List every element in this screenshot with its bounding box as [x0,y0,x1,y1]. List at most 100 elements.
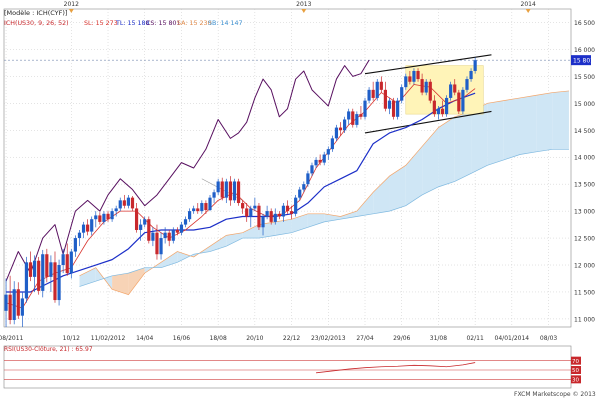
rsi-label: RSI(US30-Clôture, 21) : 65.97 [4,346,93,353]
rsi-level-label: 30 [572,378,579,384]
candle-body [12,289,16,320]
candle-body [375,81,379,98]
candle-body [151,232,155,241]
candle-body [200,203,204,212]
cloud-segment [291,213,308,233]
candle-body [453,84,457,93]
year-marker-icon [525,9,531,13]
cloud-segment [520,95,537,155]
candle-body [338,127,343,131]
candle-body [236,181,241,204]
candle-body [245,208,249,217]
candle-body [32,260,37,277]
candle-body [306,173,310,185]
candle-body [428,81,432,101]
cloud-segment [112,273,129,295]
candle-body [65,254,69,274]
candle-body [396,100,400,117]
x-tick-label: 20/10 [246,335,263,342]
candle-body [347,111,351,120]
legend-cs: CS: 15 801 [146,20,181,27]
candle-body [167,232,171,241]
cloud-segment [79,267,96,287]
candle-body [457,92,461,112]
rsi-panel: 70 50 30 [3,345,581,389]
candle-body [224,181,228,198]
candle-body [432,100,436,115]
x-tick-label: 22/12 [283,335,300,342]
candlesticks [4,57,477,327]
candle-body [241,203,245,209]
candle-body [90,219,94,232]
candle-body [37,260,41,291]
candle-body [294,197,298,214]
cloud-segment [422,127,439,195]
candle-body [363,100,367,117]
candle-body [122,200,126,206]
cloud-segment [177,251,194,263]
candle-body [289,211,294,214]
rsi-level-label: 50 [572,368,579,374]
y-tick-label: 14 500 [574,128,595,135]
candle-body [28,262,33,277]
candle-body [106,213,110,220]
candle-body [424,81,428,93]
cloud-segment [487,100,504,166]
candle-body [102,213,106,222]
legend-tl: TL: 15 188 [115,20,150,27]
candle-body [179,224,184,233]
candle-body [436,108,441,115]
candle-body [253,205,257,209]
legend-sa: SA: 15 230 [177,20,211,27]
candle-body [355,114,359,125]
candle-body [45,254,49,277]
cloud-segment [389,165,406,212]
candle-body [196,208,200,212]
candle-body [228,181,232,201]
senkou-a-line [79,90,569,296]
x-tick-label: 11/02/2012 [91,335,126,342]
candle-body [469,70,473,80]
candle-body [285,205,290,212]
price-axis: 11 000 11 500 12 000 12 500 13 000 13 500 14 0… [571,20,595,323]
cloud-segment [438,116,455,187]
candle-body [171,229,175,241]
y-tick-label: 16 500 [574,20,595,27]
candle-body [273,213,277,222]
candle-body [94,215,98,220]
candle-body [473,60,477,71]
channel-lower-line [364,110,492,134]
rsi-level-label: 70 [572,359,579,365]
x-tick-label: 10/12 [63,335,80,342]
year-marker-icon [68,9,74,13]
y-tick-label: 13 000 [574,209,595,216]
candle-body [53,262,57,301]
year-marker-icon [301,9,307,13]
candle-body [249,208,253,217]
candle-body [257,205,261,228]
cloud-segment [307,213,325,228]
candle-body [277,213,281,217]
candle-body [163,232,167,239]
footer-credit: FXCM Marketscope © 2013 [514,391,596,398]
candle-body [314,159,318,166]
model-label: [Modèle : ICH(CYF)] [4,9,67,17]
x-tick-label: 02/11 [466,335,483,342]
x-tick-label: 08/03 [540,335,557,342]
last-price-label: 15 801 [573,58,594,65]
candle-body [220,181,224,198]
x-tick-label: 31/08 [430,335,447,342]
candle-body [281,205,286,217]
candle-body [139,224,143,230]
candle-body [269,211,273,222]
cloud-segment [454,111,472,182]
candle-body [334,127,339,139]
x-tick-label: 27/04 [356,335,373,342]
candle-body [73,238,77,252]
candle-body [367,89,371,101]
candle-body [110,211,114,220]
candle-body [159,238,163,255]
cloud-segment [373,176,390,214]
candle-body [302,184,306,190]
